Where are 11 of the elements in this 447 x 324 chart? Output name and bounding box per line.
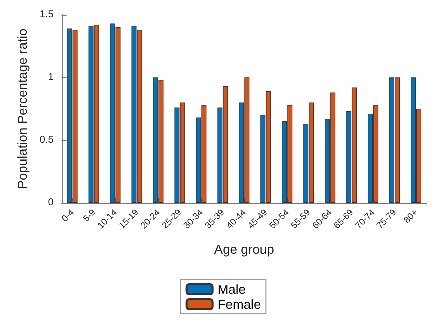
legend-label: Female xyxy=(218,297,262,312)
y-axis-title: Population Percentage ratio xyxy=(15,28,30,190)
x-tick-label: 5-9 xyxy=(81,207,98,224)
x-tick-label: 80+ xyxy=(402,207,420,226)
x-tick-label: 0-4 xyxy=(60,207,76,224)
y-tick-label: 1 xyxy=(48,72,54,84)
x-axis-title: Age group xyxy=(214,242,274,257)
y-tick-label: 0 xyxy=(48,198,54,208)
y-tick-label: 0.5 xyxy=(40,134,54,146)
legend-label: Male xyxy=(218,282,246,297)
y-tick-label: 1.5 xyxy=(40,10,54,20)
